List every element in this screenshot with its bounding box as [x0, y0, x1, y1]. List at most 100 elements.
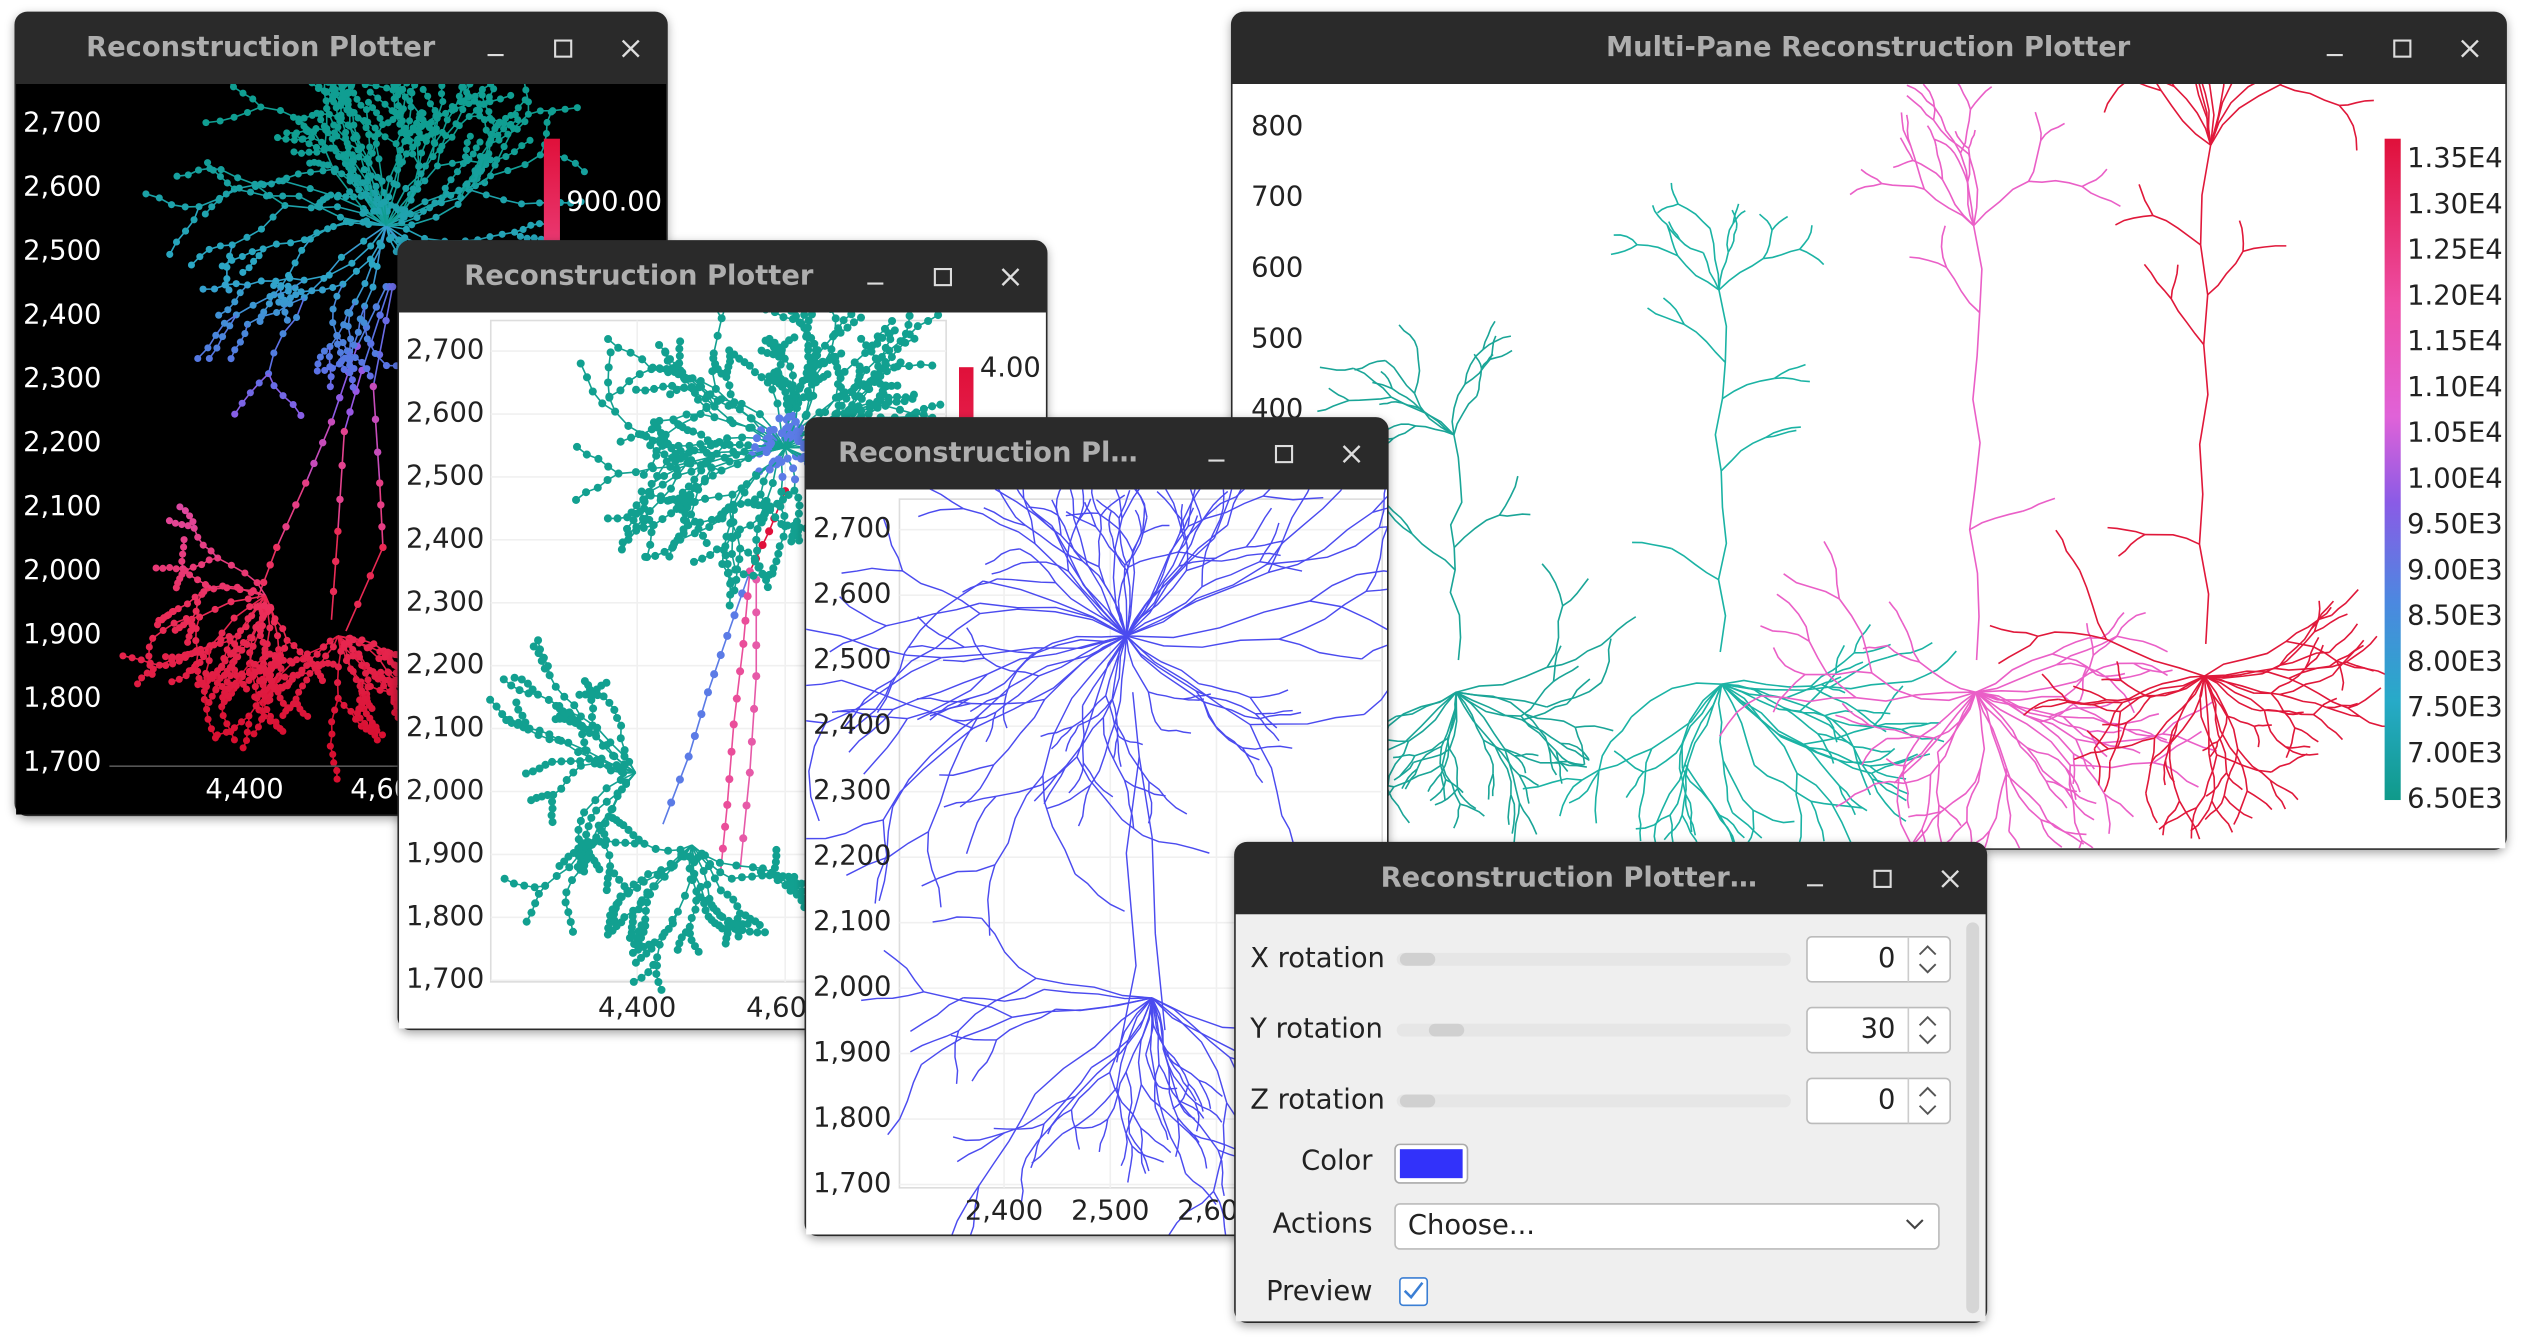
neurite — [848, 708, 894, 753]
maximize-button[interactable] — [933, 267, 952, 287]
node — [524, 98, 532, 106]
node — [265, 300, 273, 308]
node — [334, 663, 342, 671]
slider-track[interactable] — [1396, 952, 1791, 966]
close-button[interactable] — [1001, 268, 1020, 286]
maximize-button[interactable] — [1873, 869, 1892, 888]
neurite — [1521, 719, 1562, 745]
neurite — [952, 1132, 1005, 1142]
neurite — [1460, 803, 1485, 817]
node — [740, 488, 749, 497]
node — [194, 533, 202, 541]
node — [216, 172, 224, 181]
node — [723, 569, 732, 578]
spin-arrows[interactable] — [1918, 1015, 1937, 1045]
node — [149, 634, 157, 642]
node — [231, 410, 239, 418]
neurite — [1679, 239, 1704, 254]
neurite — [1395, 400, 1420, 410]
neurite — [1235, 489, 1246, 498]
neurite — [1455, 691, 1485, 741]
neurite — [1745, 810, 1755, 846]
node — [496, 118, 504, 126]
node — [275, 298, 283, 306]
neurite — [971, 1039, 998, 1082]
close-button[interactable] — [1941, 869, 1960, 888]
neurite — [2122, 713, 2160, 726]
neurite — [829, 625, 887, 653]
spin-box[interactable] — [1806, 935, 1951, 983]
maximize-button[interactable] — [1274, 444, 1294, 464]
node — [178, 557, 186, 565]
node — [366, 372, 374, 380]
node — [421, 198, 429, 206]
node — [595, 865, 604, 874]
slider-handle[interactable] — [1399, 952, 1436, 966]
node — [763, 378, 772, 387]
neurite — [378, 483, 384, 548]
slider-track[interactable] — [1396, 1094, 1791, 1108]
maximize-button[interactable] — [2393, 39, 2412, 58]
neurite — [1131, 1145, 1164, 1163]
spin-box[interactable] — [1806, 1077, 1951, 1125]
close-button[interactable] — [621, 39, 640, 58]
close-button[interactable] — [2461, 39, 2479, 58]
node — [340, 640, 349, 648]
node — [243, 108, 252, 117]
node — [227, 561, 235, 569]
slider-track[interactable] — [1396, 1023, 1791, 1037]
node — [469, 150, 477, 158]
node — [795, 523, 804, 532]
node — [386, 235, 394, 243]
node — [726, 519, 735, 528]
slider-handle[interactable] — [1428, 1023, 1465, 1037]
neurite — [1183, 496, 1237, 540]
spin-box[interactable] — [1806, 1006, 1951, 1054]
node — [770, 377, 779, 386]
neurite — [844, 679, 893, 728]
neurite — [2204, 667, 2276, 678]
spin-arrows[interactable] — [1918, 945, 1937, 974]
spin-arrows[interactable] — [1918, 1086, 1937, 1116]
neurite — [1212, 1190, 1227, 1235]
node — [260, 712, 268, 720]
node — [290, 148, 298, 156]
neurite — [1140, 1127, 1172, 1154]
node — [217, 663, 225, 671]
node — [189, 563, 197, 571]
node — [218, 262, 226, 270]
node — [772, 557, 781, 566]
neurite — [1929, 691, 1977, 775]
neurite — [2164, 760, 2175, 783]
neurite — [2101, 678, 2121, 682]
neurite — [2109, 678, 2135, 714]
slider-handle[interactable] — [1399, 1094, 1436, 1108]
combo-box[interactable] — [1394, 1203, 1940, 1250]
close-button[interactable] — [1342, 445, 1361, 463]
node — [479, 100, 488, 108]
maximize-button[interactable] — [554, 39, 573, 58]
node — [603, 475, 612, 485]
node — [307, 204, 315, 212]
node — [142, 190, 150, 198]
neurite — [839, 596, 887, 627]
neurite — [981, 917, 1037, 979]
neurite — [1116, 997, 1153, 1088]
node — [463, 157, 471, 165]
scrollbar[interactable] — [1966, 922, 1980, 1314]
node — [289, 671, 297, 679]
neurite — [1731, 812, 1763, 839]
node — [238, 252, 246, 261]
node — [777, 520, 786, 529]
node — [729, 720, 738, 729]
node — [664, 924, 673, 933]
node — [403, 83, 411, 87]
node — [319, 438, 327, 447]
node — [434, 111, 442, 119]
node — [249, 95, 257, 103]
node — [653, 471, 662, 480]
node — [188, 666, 196, 674]
neurite — [1905, 737, 1935, 767]
node — [283, 129, 291, 137]
